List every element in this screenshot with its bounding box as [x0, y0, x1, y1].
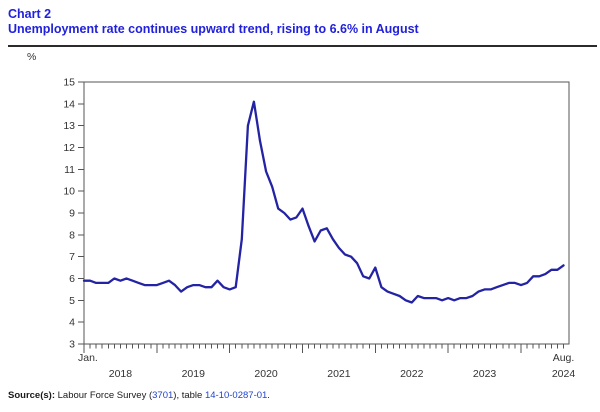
- y-tick-label: 6: [69, 273, 75, 285]
- chart-header: Chart 2 Unemployment rate continues upwa…: [8, 7, 596, 37]
- x-year-label: 2024: [552, 368, 576, 380]
- table-number-link[interactable]: 14-10-0287-01: [204, 390, 268, 401]
- series-line-unemployment-rate: [82, 100, 565, 304]
- source-prefix: Source(s):: [8, 390, 55, 401]
- y-tick-label: 10: [63, 186, 75, 198]
- x-year-label: 2023: [473, 368, 497, 380]
- y-axis-unit-label: %: [27, 51, 37, 63]
- x-axis: Jan. Aug. 2018 2019 2020 2021 2022 2023 2024: [78, 344, 575, 380]
- page-title: Unemployment rate continues upward trend…: [8, 22, 419, 36]
- x-year-label: 2019: [182, 368, 206, 380]
- y-tick-label: 7: [69, 251, 75, 263]
- plot-area: [83, 81, 570, 345]
- y-tick-label: 14: [63, 98, 75, 110]
- y-tick-label: 8: [69, 229, 75, 241]
- source-text: Labour Force Survey (: [54, 390, 153, 401]
- x-year-label: 2020: [254, 368, 278, 380]
- x-last-tick-label: Aug.: [553, 352, 575, 364]
- y-tick-label: 5: [69, 295, 75, 307]
- y-axis: 3 4 5 6 7 8 9 10 11 12 13 14 15: [63, 77, 84, 351]
- y-tick-label: 11: [64, 164, 75, 176]
- y-tick-label: 13: [63, 120, 75, 132]
- x-first-tick-label: Jan.: [78, 352, 98, 364]
- title-divider: [8, 45, 597, 47]
- x-year-label: 2022: [400, 368, 424, 380]
- x-year-label: 2021: [327, 368, 351, 380]
- source-text: ), table: [173, 390, 205, 401]
- x-year-label: 2018: [109, 368, 133, 380]
- y-tick-label: 9: [69, 208, 75, 220]
- y-tick-label: 15: [63, 77, 75, 89]
- y-tick-label: 4: [69, 317, 75, 329]
- chart-number: Chart 2: [8, 7, 52, 21]
- y-tick-label: 3: [69, 339, 75, 351]
- survey-number-link[interactable]: 3701: [152, 390, 174, 401]
- y-tick-label: 12: [63, 142, 75, 154]
- source-text: .: [267, 390, 270, 401]
- source-note: Source(s): Labour Force Survey (3701), t…: [8, 390, 270, 401]
